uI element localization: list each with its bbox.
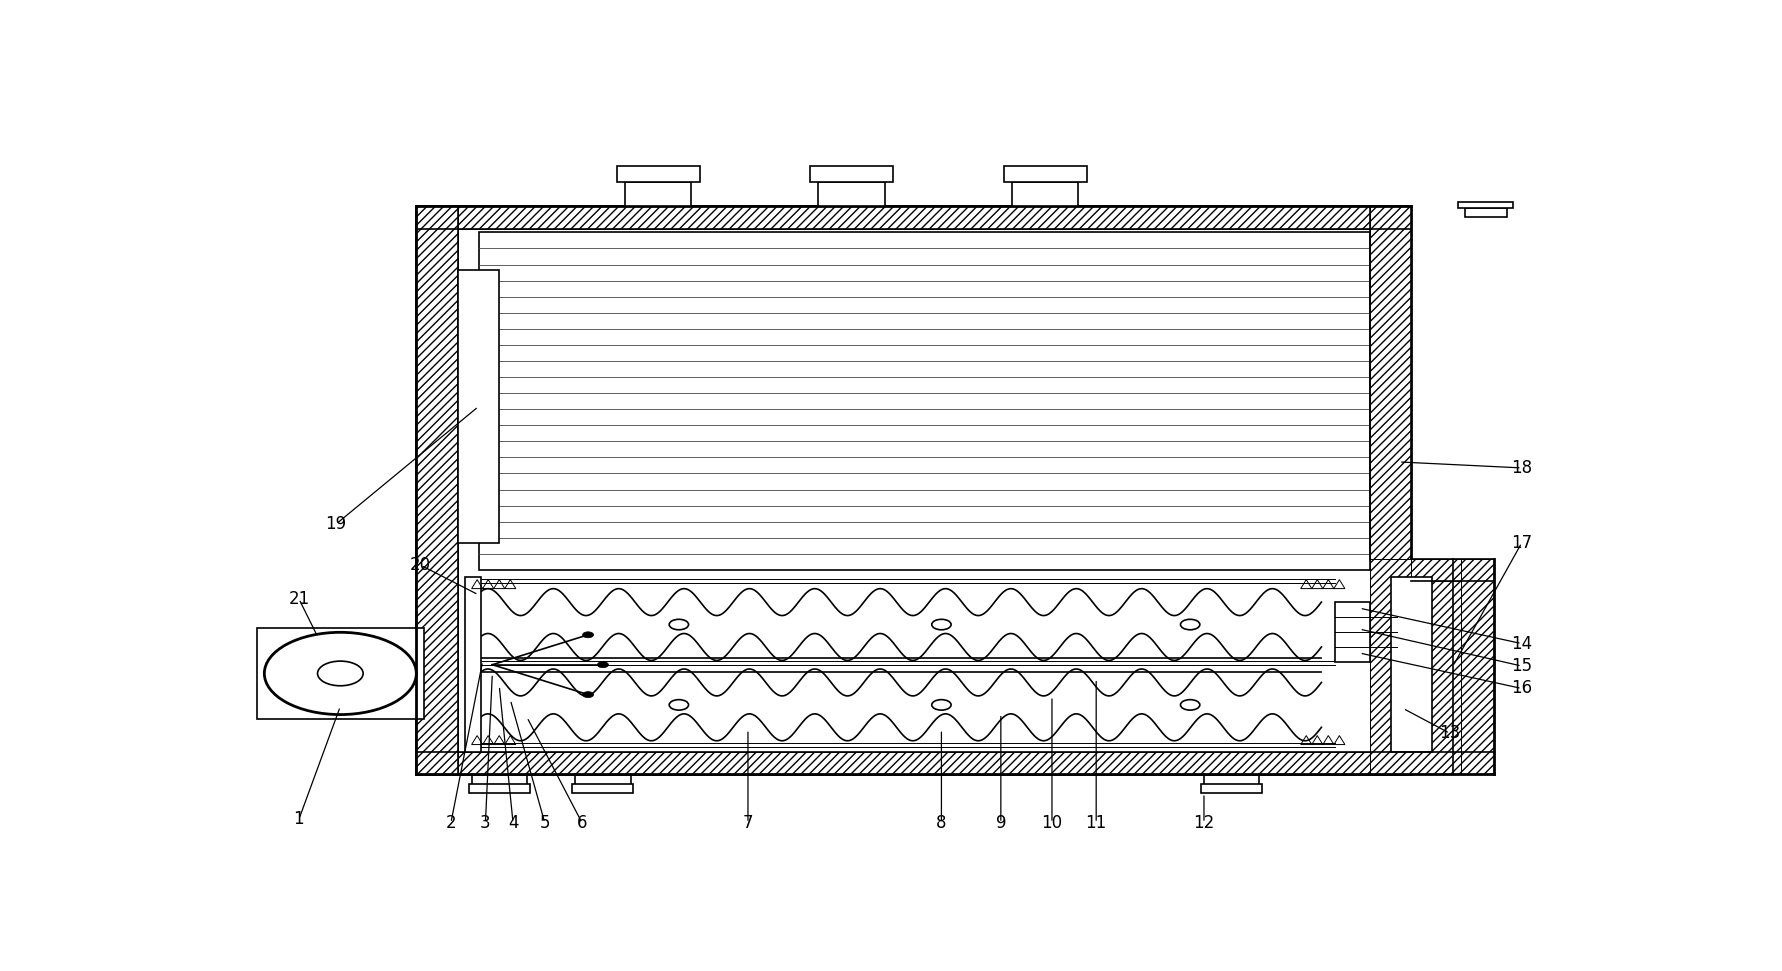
Bar (478, 232, 1369, 570)
Text: 7: 7 (743, 814, 752, 832)
Bar (417, 206, 1411, 228)
Text: 2: 2 (446, 814, 456, 832)
Text: 16: 16 (1511, 680, 1531, 697)
Text: 3: 3 (479, 814, 490, 832)
Circle shape (932, 619, 950, 630)
Bar (417, 206, 458, 775)
Text: 12: 12 (1192, 814, 1214, 832)
Text: 10: 10 (1041, 814, 1062, 832)
Text: 15: 15 (1511, 657, 1531, 675)
Bar (818, 183, 884, 206)
Circle shape (317, 661, 364, 686)
Circle shape (668, 700, 688, 710)
Bar (1411, 558, 1493, 581)
Bar (1390, 578, 1431, 752)
Bar (1369, 558, 1493, 775)
Bar (458, 228, 1369, 752)
Text: 5: 5 (540, 814, 551, 832)
Circle shape (583, 691, 593, 697)
Circle shape (264, 632, 417, 715)
Bar (469, 785, 529, 793)
Text: 13: 13 (1438, 724, 1459, 743)
Circle shape (1180, 619, 1199, 630)
Bar (417, 206, 1411, 775)
Bar (1459, 558, 1493, 775)
Text: 9: 9 (994, 814, 1005, 832)
Bar (465, 578, 481, 752)
Bar (625, 183, 691, 206)
Bar (1465, 209, 1506, 218)
Text: 4: 4 (508, 814, 519, 832)
Bar (572, 785, 633, 793)
Bar (458, 270, 499, 543)
Text: 21: 21 (289, 589, 310, 608)
Text: 8: 8 (936, 814, 946, 832)
Bar (1003, 166, 1085, 183)
Circle shape (668, 619, 688, 630)
Bar (417, 752, 1411, 775)
Text: 20: 20 (410, 556, 431, 574)
Bar (1012, 183, 1078, 206)
Text: 17: 17 (1511, 534, 1531, 552)
Bar (809, 166, 893, 183)
Circle shape (932, 700, 950, 710)
Text: 11: 11 (1085, 814, 1107, 832)
Circle shape (583, 632, 593, 638)
Bar (1335, 602, 1369, 662)
Circle shape (597, 661, 608, 668)
Text: 14: 14 (1511, 635, 1531, 653)
Bar (1458, 202, 1513, 209)
Text: 1: 1 (294, 811, 305, 828)
Text: 19: 19 (326, 515, 346, 533)
Text: 6: 6 (577, 814, 586, 832)
Bar (257, 628, 424, 719)
Text: 18: 18 (1511, 459, 1531, 477)
Bar (617, 166, 699, 183)
Bar (1201, 785, 1262, 793)
Circle shape (1180, 700, 1199, 710)
Bar (1369, 206, 1411, 558)
